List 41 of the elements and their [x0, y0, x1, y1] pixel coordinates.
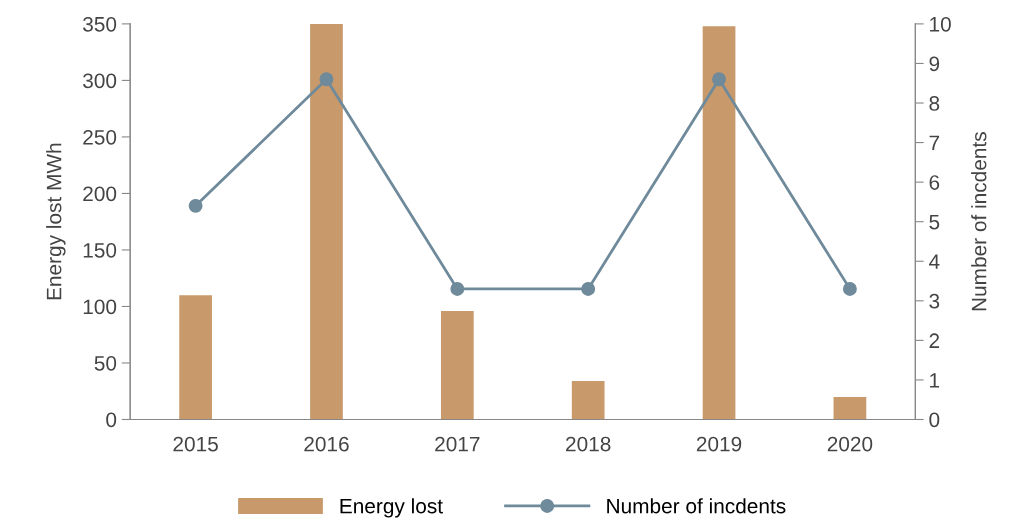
- point: [319, 72, 334, 87]
- x-tick-label: 2018: [566, 436, 611, 452]
- y2-tick-label: 8: [929, 96, 940, 111]
- y2-tick-label: 7: [929, 135, 940, 151]
- y-tick-label: 100: [83, 299, 117, 315]
- bar: [833, 396, 867, 420]
- y-tick-label: 300: [83, 73, 117, 89]
- bar: [179, 295, 212, 420]
- y-tick-label: 350: [83, 16, 117, 32]
- x-tick-label: 2016: [304, 436, 349, 452]
- y-tick-label: 150: [83, 242, 117, 258]
- y2-tick-label: 10: [930, 16, 951, 32]
- y2-tick-label: 6: [929, 175, 940, 190]
- legend-label: Number of incdents: [607, 498, 786, 514]
- point: [842, 281, 857, 296]
- x-tick-label: 2019: [696, 436, 742, 452]
- bar: [310, 23, 343, 420]
- point: [581, 281, 596, 296]
- y2-tick-label: 9: [929, 56, 940, 72]
- y2-tick-label: 1: [930, 373, 940, 388]
- y2-tick-label: 2: [929, 333, 940, 348]
- y-tick-label: 50: [94, 355, 117, 371]
- y-tick-label: 0: [106, 412, 117, 428]
- y2-tick-label: 3: [929, 293, 940, 309]
- bar: [571, 381, 605, 420]
- y-tick-label: 250: [83, 129, 117, 145]
- bar: [702, 26, 736, 420]
- point: [712, 72, 726, 87]
- y2-tick-label: 4: [929, 254, 940, 269]
- x-tick-label: 2020: [827, 436, 873, 452]
- y-axis-title: Energy lost MWh: [46, 143, 66, 300]
- legend-label: Energy lost: [340, 498, 443, 518]
- y2-axis-title: Number of incdents: [971, 132, 987, 311]
- y2-tick-label: 5: [929, 214, 940, 230]
- y-tick-label: 200: [83, 186, 117, 202]
- x-tick-label: 2017: [435, 436, 480, 452]
- y2-tick-label: 0: [929, 412, 940, 428]
- bar: [440, 310, 474, 420]
- point: [188, 198, 203, 213]
- x-tick-label: 2015: [173, 436, 218, 452]
- point: [450, 281, 465, 296]
